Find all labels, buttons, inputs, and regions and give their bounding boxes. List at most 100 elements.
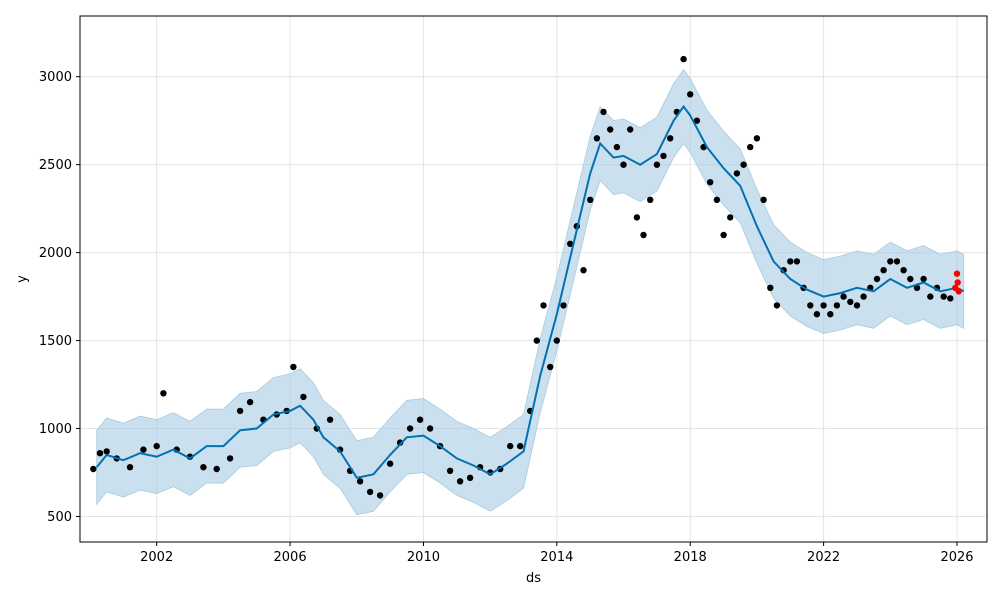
observed-point <box>827 311 834 318</box>
observed-point <box>540 302 547 309</box>
observed-point <box>386 460 394 467</box>
observed-point <box>126 464 134 471</box>
observed-point <box>907 275 914 283</box>
observed-point <box>300 393 307 401</box>
observed-point <box>620 161 627 168</box>
observed-point <box>587 196 594 203</box>
uncertainty-band-area <box>96 69 965 516</box>
y-tick-label: 2500 <box>39 158 72 173</box>
observed-point <box>507 442 514 450</box>
observed-point <box>940 293 947 300</box>
observed-point <box>356 478 364 485</box>
observed-point <box>787 258 794 265</box>
observed-point <box>780 267 787 274</box>
x-tick-label: 2002 <box>140 550 173 565</box>
recent-point <box>955 288 962 295</box>
observed-point <box>396 439 404 446</box>
observed-point <box>567 240 574 247</box>
observed-point <box>290 363 297 371</box>
observed-point <box>560 302 567 309</box>
observed-point <box>456 478 464 485</box>
x-tick-label: 2006 <box>274 550 307 565</box>
y-tick-label: 500 <box>47 510 72 525</box>
observed-point <box>727 214 734 221</box>
observed-point <box>406 425 414 432</box>
observed-point <box>680 55 687 63</box>
observed-point <box>693 117 701 124</box>
plot-frame <box>79 15 988 543</box>
observed-point <box>236 407 244 415</box>
observed-point <box>160 390 167 397</box>
observed-point <box>593 135 601 142</box>
observed-point <box>947 295 954 302</box>
observed-point <box>767 284 774 291</box>
observed-point <box>653 161 661 168</box>
x-tick-label: 2014 <box>540 550 573 565</box>
observed-point <box>633 214 641 221</box>
observed-point <box>773 302 781 309</box>
observed-point <box>90 465 97 473</box>
x-tick-label: 2010 <box>407 550 440 565</box>
observed-point <box>103 448 110 455</box>
observed-point <box>733 170 741 177</box>
observed-point <box>517 442 524 450</box>
observed-point <box>853 302 861 309</box>
observed-point <box>600 108 607 116</box>
y-axis-label: y <box>15 275 30 283</box>
observed-point <box>200 464 207 471</box>
observed-point <box>687 91 694 98</box>
observed-point <box>647 196 654 203</box>
recent-point <box>953 270 961 277</box>
observed-point <box>466 474 474 481</box>
observed-point <box>707 179 714 186</box>
x-tick-label: 2022 <box>807 550 840 565</box>
observed-point <box>720 231 727 239</box>
forecast-line-path <box>95 104 965 479</box>
observed-point <box>840 293 847 300</box>
observed-point <box>880 267 887 274</box>
observed-point <box>416 416 424 423</box>
observed-point <box>920 275 927 283</box>
observed-point <box>607 126 614 133</box>
observed-point <box>807 302 814 309</box>
observed-point <box>613 143 621 151</box>
observed-point <box>96 450 104 457</box>
observed-point <box>893 258 901 265</box>
observed-point <box>833 302 841 309</box>
observed-point <box>813 311 821 318</box>
observed-point <box>713 196 721 203</box>
x-tick-label: 2018 <box>674 550 707 565</box>
observed-point <box>887 258 894 265</box>
y-tick-label: 2000 <box>39 246 72 261</box>
observed-point <box>860 293 867 300</box>
observed-point <box>847 298 854 306</box>
recent-point <box>954 279 961 286</box>
y-tick-label: 1500 <box>39 334 72 349</box>
y-tick-label: 3000 <box>39 70 72 85</box>
observed-point <box>747 143 754 151</box>
observed-point <box>366 488 374 496</box>
observed-point <box>873 275 881 283</box>
observed-point <box>213 465 220 473</box>
observed-point <box>640 231 647 239</box>
observed-point <box>246 398 254 406</box>
observed-point <box>793 258 801 265</box>
observed-point <box>446 467 454 474</box>
recent-points <box>952 270 962 295</box>
observed-point <box>153 442 160 450</box>
observed-point <box>140 446 147 453</box>
observed-point <box>580 267 587 274</box>
observed-point <box>326 416 334 423</box>
observed-point <box>426 425 434 432</box>
observed-point <box>547 363 554 371</box>
observed-point <box>900 267 907 274</box>
x-axis-label: ds <box>526 571 541 586</box>
forecast-line <box>95 104 965 479</box>
observed-point <box>927 293 934 300</box>
y-tick-label: 1000 <box>39 422 72 437</box>
y-axis-ticks: 500 1000 1500 2000 2500 3000 <box>39 70 80 525</box>
observed-point <box>627 126 634 133</box>
x-tick-label: 2026 <box>940 550 973 565</box>
observed-point <box>913 284 921 291</box>
